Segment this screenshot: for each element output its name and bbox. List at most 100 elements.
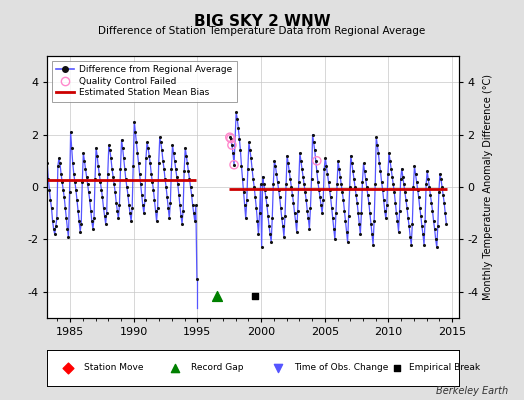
Point: [236, 147, 245, 154]
Point: [348, 168, 357, 174]
Point: [391, 200, 400, 206]
Point: [400, 181, 408, 188]
Point: [294, 178, 303, 185]
Point: [105, 142, 113, 148]
Point: [389, 181, 397, 188]
Point: [405, 223, 413, 230]
Point: [182, 152, 191, 159]
Point: [356, 231, 365, 237]
Point: [404, 215, 412, 222]
Point: [133, 150, 141, 156]
Point: [332, 210, 340, 216]
Point: [115, 202, 124, 208]
Point: [193, 276, 201, 282]
Point: [338, 189, 346, 196]
Point: [151, 207, 160, 214]
Point: [112, 200, 121, 206]
Point: [95, 171, 103, 177]
Point: [396, 207, 404, 214]
Point: [183, 160, 192, 167]
Point: [166, 200, 174, 206]
Point: [162, 184, 170, 190]
Point: [123, 184, 131, 190]
Point: [237, 163, 246, 169]
Point: [293, 207, 302, 214]
Point: [372, 134, 380, 140]
Point: [227, 135, 235, 142]
Point: [248, 166, 256, 172]
Point: [402, 197, 410, 203]
Point: [101, 213, 109, 219]
Point: [116, 166, 125, 172]
Point: [113, 207, 122, 214]
Point: [103, 210, 111, 216]
Point: [320, 166, 329, 172]
Point: [85, 197, 94, 203]
Point: [135, 171, 144, 177]
Point: [395, 228, 403, 235]
Point: [326, 194, 335, 201]
Point: [339, 197, 347, 203]
Point: [279, 223, 287, 230]
Point: [129, 163, 137, 169]
Point: [358, 178, 367, 185]
Point: [414, 194, 423, 201]
Point: [420, 242, 428, 248]
Point: [244, 166, 252, 172]
Point: [432, 244, 441, 250]
Point: [109, 173, 117, 180]
Point: [361, 168, 369, 174]
Point: [62, 215, 71, 222]
Point: [140, 210, 148, 216]
Point: [428, 207, 436, 214]
Point: [255, 210, 264, 216]
Point: [83, 181, 92, 188]
Point: [406, 234, 414, 240]
Point: [422, 181, 430, 188]
Point: [334, 158, 342, 164]
Point: [319, 197, 328, 203]
Point: [242, 215, 250, 222]
Point: [375, 160, 384, 167]
Point: [317, 202, 325, 208]
Point: [142, 155, 150, 161]
Point: [323, 171, 332, 177]
Point: [171, 166, 180, 172]
Point: [92, 144, 100, 151]
Point: [150, 197, 159, 203]
Point: [63, 365, 72, 371]
Point: [430, 226, 439, 232]
Point: [102, 220, 110, 227]
Point: [128, 205, 136, 211]
Point: [54, 155, 63, 161]
Point: [269, 181, 278, 188]
Point: [75, 218, 83, 224]
Point: [272, 171, 281, 177]
Point: [234, 125, 243, 131]
Point: [76, 228, 84, 235]
Point: [47, 205, 56, 211]
Point: [315, 186, 323, 193]
Point: [51, 223, 60, 230]
Point: [413, 186, 422, 193]
Point: [187, 184, 195, 190]
Point: [385, 150, 393, 156]
Point: [69, 160, 77, 167]
Point: [392, 365, 401, 371]
Point: [111, 189, 119, 196]
Text: BIG SKY 2 WNW: BIG SKY 2 WNW: [194, 14, 330, 29]
Point: [285, 168, 293, 174]
Point: [176, 202, 184, 208]
Point: [49, 226, 58, 232]
Point: [322, 163, 331, 169]
Point: [160, 166, 168, 172]
Point: [148, 178, 157, 185]
Point: [97, 186, 105, 193]
Point: [284, 160, 292, 167]
Point: [226, 134, 234, 140]
Point: [251, 194, 259, 201]
Point: [378, 186, 387, 193]
Point: [431, 236, 440, 242]
Point: [264, 213, 272, 219]
Point: [388, 173, 396, 180]
